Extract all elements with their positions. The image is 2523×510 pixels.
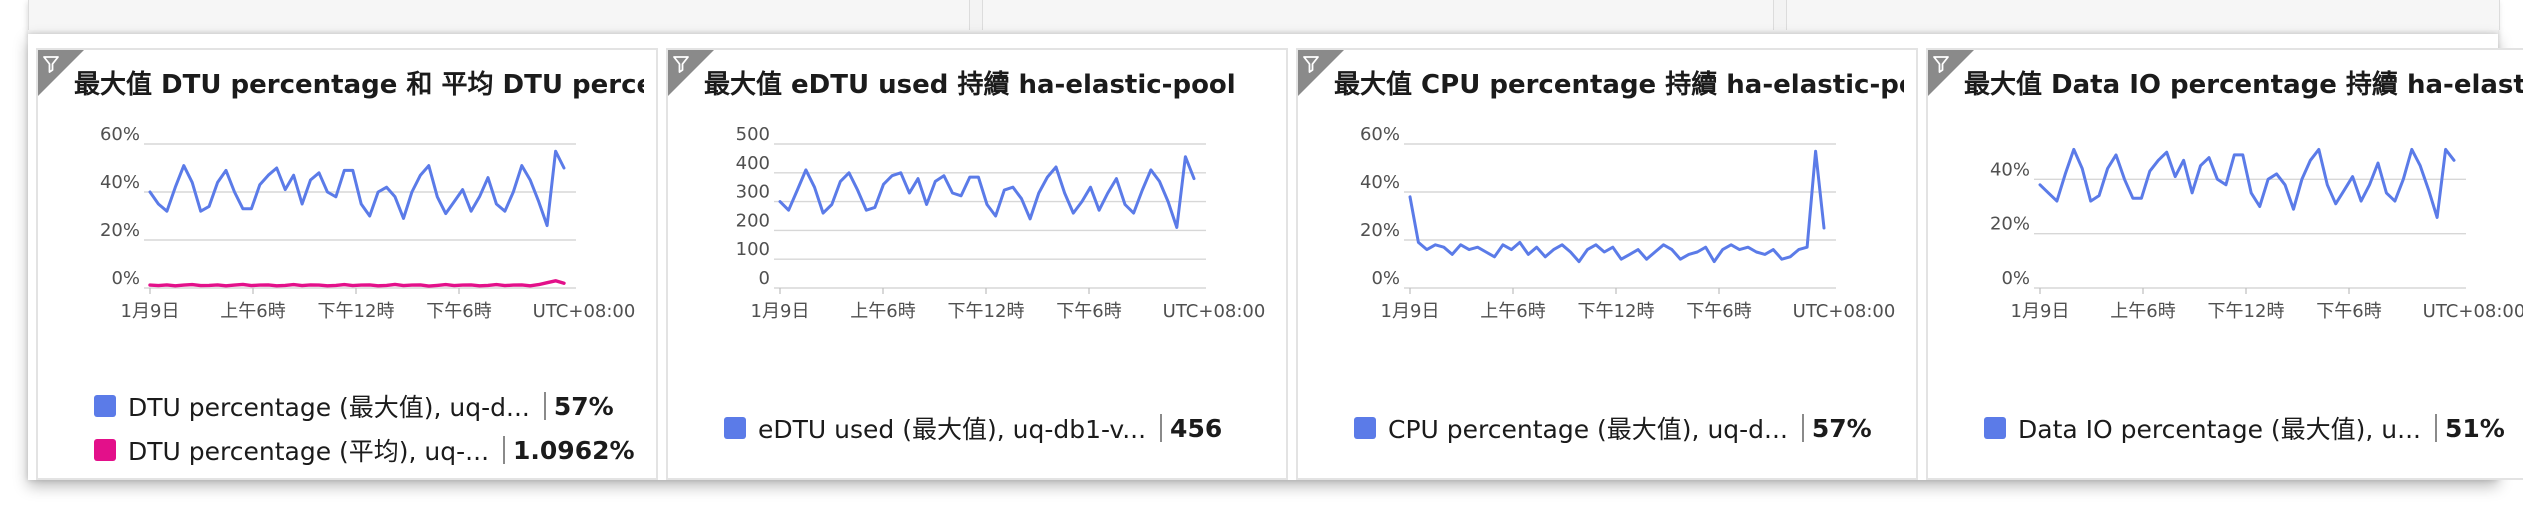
x-tick-label: 下午12時 xyxy=(1578,301,1655,322)
top-toolbar-strip xyxy=(28,0,2500,35)
y-tick-label: 20% xyxy=(1990,214,2030,235)
y-tick-label: 0% xyxy=(1371,268,1400,289)
legend-divider xyxy=(1801,414,1804,442)
legend-item[interactable]: CPU percentage (最大值), uq-d... 57% xyxy=(1354,410,1872,446)
legend-swatch xyxy=(1984,417,2006,439)
x-tick-label: 下午6時 xyxy=(426,301,491,322)
x-tick-label: 下午12時 xyxy=(318,301,395,322)
series-line xyxy=(1408,149,1826,264)
x-tick-label: 1月9日 xyxy=(751,301,810,322)
x-tick-label: UTC+08:00 xyxy=(1163,301,1266,322)
legend-series-name: DTU percentage (平均), uq-... xyxy=(128,437,490,466)
legend-series-name: eDTU used (最大值), uq-db1-v... xyxy=(758,415,1147,444)
line-chart[interactable]: 0% 20% 40% 60% 1月9日 上午6時 下午12時 下午6時 UTC+08:00 xyxy=(38,112,656,412)
y-tick-label: 0% xyxy=(2001,268,2030,289)
legend-series-name: Data IO percentage (最大值), u... xyxy=(2018,415,2421,444)
series-line xyxy=(148,279,566,288)
y-tick-label: 400 xyxy=(736,153,770,174)
x-tick-label: UTC+08:00 xyxy=(2423,301,2523,322)
legend-swatch xyxy=(1354,417,1376,439)
toolbar-segment xyxy=(28,0,970,30)
x-tick-label: 下午6時 xyxy=(1686,301,1751,322)
line-chart[interactable]: 0% 20% 40% 60% 1月9日 上午6時 下午12時 下午6時 UTC+08:00 xyxy=(1298,112,1916,412)
y-tick-label: 60% xyxy=(100,124,140,145)
legend-series-name: DTU percentage (最大值), uq-d... xyxy=(128,393,530,422)
legend-value: 1.0962% xyxy=(513,435,635,465)
x-tick-label: 下午6時 xyxy=(2316,301,2381,322)
series-line xyxy=(778,155,1196,229)
legend-value: 456 xyxy=(1170,413,1223,443)
filter-icon[interactable] xyxy=(668,50,714,96)
y-tick-label: 20% xyxy=(1360,220,1400,241)
legend-value: 57% xyxy=(553,391,614,421)
legend-item[interactable]: eDTU used (最大值), uq-db1-v... 456 xyxy=(724,410,1222,446)
x-tick-label: 1月9日 xyxy=(121,301,180,322)
x-tick-label: 下午12時 xyxy=(2208,301,2285,322)
line-chart[interactable]: 0 100 200 300 400 500 1月9日 上午6時 下午12時 下午6時 UTC+08:… xyxy=(668,112,1286,412)
y-tick-label: 40% xyxy=(1990,159,2030,180)
y-tick-label: 300 xyxy=(736,182,770,203)
series-line xyxy=(148,149,566,228)
legend-item[interactable]: Data IO percentage (最大值), u... 51% xyxy=(1984,410,2505,446)
y-tick-label: 500 xyxy=(736,124,770,145)
tile-title: 最大值 DTU percentage 和 平均 DTU percen... xyxy=(74,70,644,100)
y-tick-label: 40% xyxy=(100,172,140,193)
x-tick-label: 上午6時 xyxy=(2110,301,2175,322)
tile-title: 最大值 eDTU used 持續 ha-elastic-pool xyxy=(704,70,1236,100)
tile-title: 最大值 Data IO percentage 持續 ha-elastic-... xyxy=(1964,70,2523,100)
x-tick-label: 上午6時 xyxy=(850,301,915,322)
y-tick-label: 200 xyxy=(736,210,770,231)
toolbar-segment xyxy=(1786,0,2500,30)
legend-swatch xyxy=(724,417,746,439)
metric-tile-dtu[interactable]: 最大值 DTU percentage 和 平均 DTU percen... 0%… xyxy=(36,48,658,480)
legend-item[interactable]: DTU percentage (平均), uq-... 1.0962% xyxy=(94,432,635,468)
tile-title: 最大值 CPU percentage 持續 ha-elastic-pool xyxy=(1334,70,1904,100)
filter-icon[interactable] xyxy=(38,50,84,96)
legend-divider xyxy=(2435,414,2437,442)
x-tick-label: 下午6時 xyxy=(1056,301,1121,322)
y-tick-label: 40% xyxy=(1360,172,1400,193)
metric-tile-cpu[interactable]: 最大值 CPU percentage 持續 ha-elastic-pool 0%… xyxy=(1296,48,1918,480)
x-tick-label: 1月9日 xyxy=(1381,301,1440,322)
toolbar-segment xyxy=(982,0,1774,30)
legend-value: 51% xyxy=(2445,413,2505,443)
y-tick-label: 0% xyxy=(111,268,140,289)
y-tick-label: 100 xyxy=(736,239,770,260)
legend-swatch xyxy=(94,439,116,461)
legend-item[interactable]: DTU percentage (最大值), uq-d... 57% xyxy=(94,388,614,424)
x-tick-label: 上午6時 xyxy=(1480,301,1545,322)
legend-swatch xyxy=(94,395,116,417)
legend-divider xyxy=(1160,414,1163,442)
y-tick-label: 0 xyxy=(759,268,770,289)
metric-tile-data-io[interactable]: 最大值 Data IO percentage 持續 ha-elastic-...… xyxy=(1926,48,2523,480)
x-tick-label: 上午6時 xyxy=(220,301,285,322)
x-tick-label: UTC+08:00 xyxy=(1793,301,1896,322)
legend-value: 57% xyxy=(1811,413,1872,443)
line-chart[interactable]: 0% 20% 40% 1月9日 上午6時 下午12時 下午6時 UTC+08:00 xyxy=(1928,112,2523,412)
metric-tile-edtu[interactable]: 最大值 eDTU used 持續 ha-elastic-pool 0 100 200… xyxy=(666,48,1288,480)
legend-divider xyxy=(503,436,506,464)
legend-series-name: CPU percentage (最大值), uq-d... xyxy=(1388,415,1788,444)
x-tick-label: 1月9日 xyxy=(2011,301,2070,322)
series-line xyxy=(2038,147,2456,219)
y-tick-label: 20% xyxy=(100,220,140,241)
x-tick-label: 下午12時 xyxy=(948,301,1025,322)
y-tick-label: 60% xyxy=(1360,124,1400,145)
legend-divider xyxy=(543,392,546,420)
filter-icon[interactable] xyxy=(1928,50,1974,96)
filter-icon[interactable] xyxy=(1298,50,1344,96)
x-tick-label: UTC+08:00 xyxy=(533,301,636,322)
